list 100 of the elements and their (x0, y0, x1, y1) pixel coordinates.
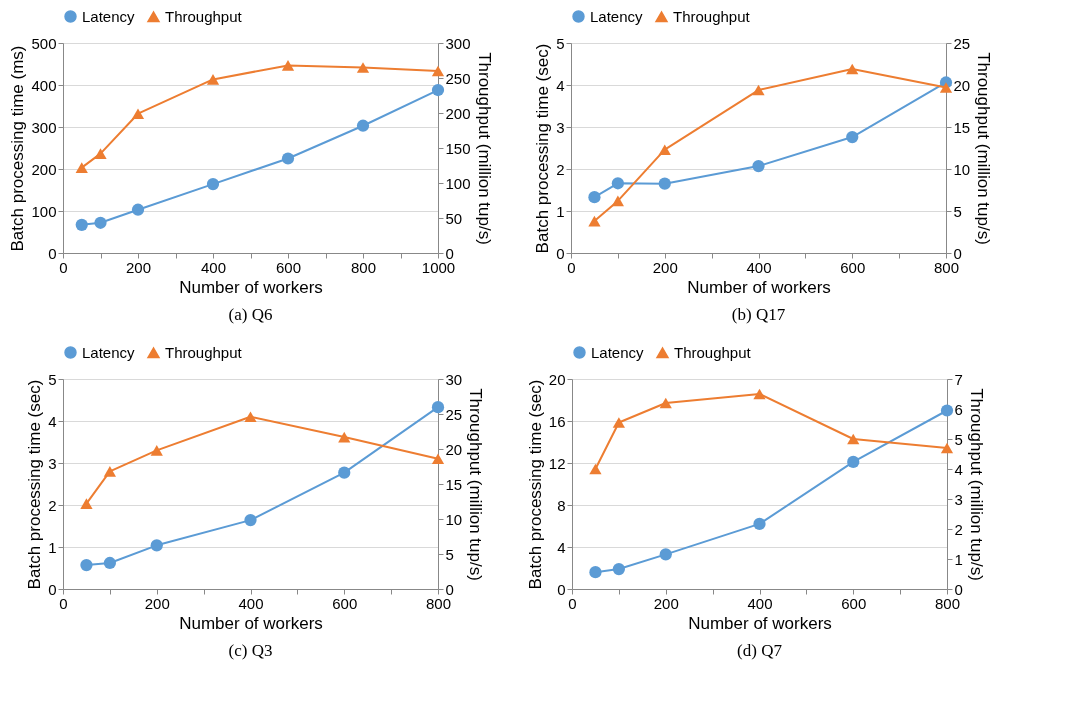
y-tick-label: 12 (548, 454, 566, 472)
point (588, 215, 601, 227)
y2-tick-label: 3 (954, 490, 963, 508)
x-axis-title: Number of workers (179, 277, 323, 297)
point (752, 84, 765, 96)
point (612, 417, 625, 428)
point (80, 558, 93, 572)
point (588, 191, 601, 204)
legend-label: Latency (82, 7, 136, 25)
y2-tick-label: 5 (953, 202, 962, 220)
point (431, 401, 445, 414)
y-tick-label: 8 (557, 496, 566, 514)
y2-tick-label: 5 (954, 430, 963, 448)
point (338, 466, 351, 479)
x-tick-label: 800 (350, 258, 377, 276)
point (206, 74, 220, 85)
point (75, 162, 88, 173)
y-tick-label: 0 (48, 244, 57, 262)
point (356, 62, 370, 73)
point (940, 442, 954, 454)
y2-tick-label: 15 (445, 475, 463, 493)
point (939, 82, 953, 93)
point (658, 144, 671, 155)
y-tick-label: 4 (48, 412, 57, 430)
point (103, 556, 116, 570)
y-tick-label: 3 (556, 118, 565, 136)
point (752, 159, 765, 173)
point (244, 411, 257, 423)
point (431, 83, 445, 97)
y-axis-title: Batch processing time (sec) (525, 379, 545, 590)
y2-tick-label: 1 (954, 550, 963, 568)
x-tick-label: 600 (332, 594, 358, 612)
point (281, 152, 295, 165)
point (206, 178, 220, 191)
legend-label: Latency (82, 343, 136, 361)
text: (d) Q7 (737, 641, 783, 660)
y2-tick-label: 50 (445, 209, 463, 227)
y-tick-label: 4 (557, 538, 566, 556)
y-tick-label: 3 (48, 454, 57, 472)
y2-tick-label: 25 (445, 405, 463, 423)
y2-tick-label: 6 (954, 400, 963, 418)
point (131, 108, 145, 119)
point (658, 177, 671, 190)
y2-tick-label: 10 (445, 510, 463, 528)
y-tick-label: 5 (48, 370, 57, 388)
point (847, 433, 860, 445)
legend-label: Throughput (165, 343, 243, 361)
x-tick-label: 600 (841, 594, 867, 612)
y-axis-title: Batch processing time (sec) (25, 379, 45, 590)
point (753, 388, 766, 400)
legend-label: Latency (591, 343, 645, 361)
point (94, 148, 107, 159)
point (150, 539, 163, 552)
y2-tick-label: 4 (954, 460, 963, 478)
y-axis-title: Batch processing time (sec) (533, 43, 553, 254)
y2-tick-label: 7 (954, 370, 963, 388)
y2-axis-title: Throughput (million tup/s) (474, 52, 494, 245)
y2-tick-label: 20 (445, 440, 463, 458)
x-tick-label: 400 (747, 594, 773, 612)
point (753, 517, 766, 531)
text: (c) Q3 (228, 641, 273, 660)
x-tick-label: 600 (275, 258, 302, 276)
y-tick-label: 1 (556, 202, 565, 220)
legend-label: Throughput (165, 7, 243, 25)
y2-tick-label: 30 (445, 370, 463, 388)
y-tick-label: 5 (556, 34, 565, 52)
y2-tick-label: 15 (953, 118, 971, 136)
x-tick-label: 200 (652, 258, 678, 276)
y2-tick-label: 250 (445, 69, 471, 87)
point (150, 445, 163, 456)
y2-axis-title: Throughput (million tup/s) (466, 388, 486, 581)
y-tick-label: 0 (48, 580, 57, 598)
x-tick-label: 400 (746, 258, 772, 276)
y2-axis-title: Throughput (million tup/s) (974, 52, 994, 245)
point (431, 65, 445, 77)
x-axis-title: Number of workers (688, 613, 832, 633)
y-tick-label: 16 (548, 412, 566, 430)
x-tick-label: 0 (59, 258, 68, 276)
point (612, 562, 625, 576)
x-tick-label: 400 (200, 258, 227, 276)
y2-tick-label: 150 (445, 139, 471, 157)
y-tick-label: 1 (48, 538, 57, 556)
point (659, 548, 672, 561)
point (94, 216, 107, 229)
y2-tick-label: 25 (953, 34, 971, 52)
point (589, 566, 602, 579)
legend-label: Latency (590, 7, 644, 25)
y2-tick-label: 100 (445, 174, 471, 192)
point (589, 463, 602, 475)
point (75, 218, 88, 231)
y-tick-label: 2 (48, 496, 57, 514)
x-axis-title: Number of workers (179, 613, 323, 633)
point (131, 203, 145, 216)
y2-tick-label: 2 (954, 520, 963, 538)
y-tick-label: 500 (31, 34, 57, 52)
point (846, 63, 859, 75)
point (80, 498, 93, 509)
x-axis-title: Number of workers (687, 277, 831, 297)
point (940, 404, 954, 417)
y-tick-label: 20 (548, 370, 566, 388)
